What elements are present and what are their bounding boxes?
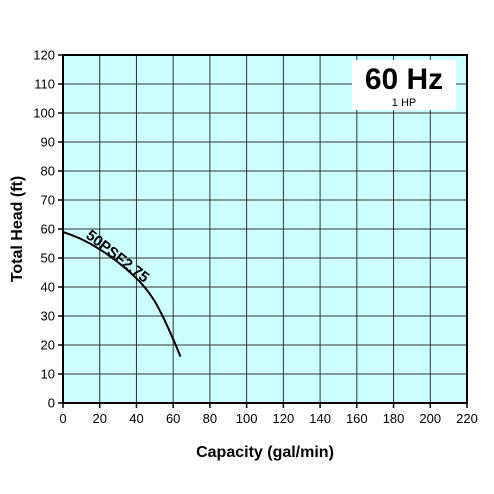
x-tick-label: 40 [129,411,143,426]
y-tick-label: 20 [41,338,55,353]
x-tick-label: 160 [346,411,368,426]
x-tick-label: 120 [273,411,295,426]
y-tick-label: 40 [41,280,55,295]
y-tick-label: 120 [33,48,55,63]
x-tick-label: 200 [419,411,441,426]
x-tick-label: 80 [203,411,217,426]
y-axis-label: Total Head (ft) [9,176,26,282]
x-tick-label: 220 [456,411,478,426]
x-axis-label: Capacity (gal/min) [196,444,334,461]
series-line [62,230,182,357]
y-tick-label: 70 [41,193,55,208]
y-tick-label: 10 [41,367,55,382]
y-tick-label: 60 [41,222,55,237]
y-tick-label: 30 [41,309,55,324]
series-layer [62,230,182,357]
x-tick-label: 180 [383,411,405,426]
x-tick-label: 100 [236,411,258,426]
tick-labels: 0 20 40 60 80 100 120 140 160 180 200 220 0 10 20 30 40 5… [33,48,478,427]
frequency-box [352,60,456,110]
y-tick-label: 0 [48,396,55,411]
x-tick-label: 60 [166,411,180,426]
y-tick-label: 80 [41,164,55,179]
plot-frame [62,54,468,404]
x-tick-label: 140 [309,411,331,426]
horsepower-label: 1 HP [392,97,416,109]
x-tick-label: 20 [92,411,106,426]
y-tick-label: 100 [33,106,55,121]
grid [58,54,468,408]
y-tick-label: 90 [41,135,55,150]
y-tick-label: 50 [41,251,55,266]
x-tick-label: 0 [59,411,66,426]
y-tick-label: 110 [34,77,55,92]
frequency-label: 60 Hz [365,63,443,96]
